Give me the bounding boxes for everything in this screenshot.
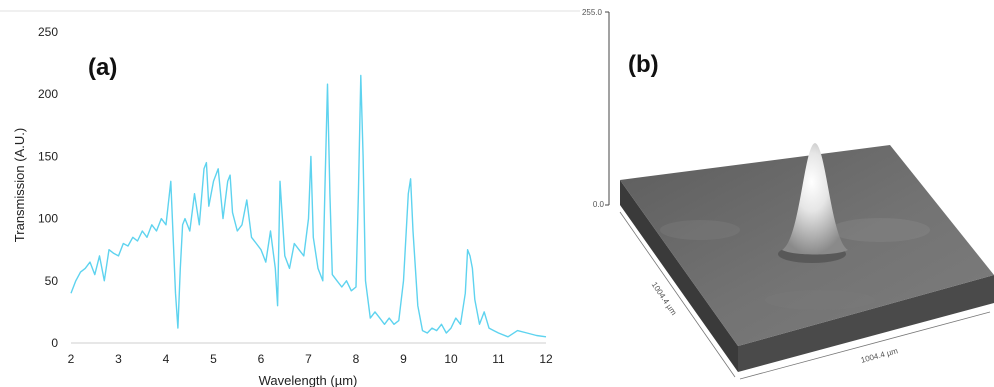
x-tick-label: 3 xyxy=(115,352,122,366)
z-tick-max: 255.0 xyxy=(582,8,603,17)
y-axis-title: Transmission (A.U.) xyxy=(12,128,27,242)
y-extent-line xyxy=(619,211,736,378)
transmission-series-line xyxy=(70,74,547,338)
y-tick-label: 100 xyxy=(38,212,58,226)
x-tick-label: 9 xyxy=(400,352,407,366)
y-tick-label: 150 xyxy=(38,149,58,163)
x-tick-label: 8 xyxy=(353,352,360,366)
y-tick-label: 200 xyxy=(38,87,58,101)
surface-texture xyxy=(765,290,875,310)
y-tick-label: 0 xyxy=(51,336,58,350)
y-tick-label: 250 xyxy=(38,25,58,39)
x-tick-labels: 2 3 4 5 6 7 8 9 10 11 12 xyxy=(68,352,553,366)
y-tick-labels: 0 50 100 150 200 250 xyxy=(38,25,58,350)
z-tick-min: 0.0 xyxy=(593,200,605,209)
panel-label-a: (a) xyxy=(88,54,117,81)
chart-b-surface-plot: 255.0 0.0 1004.4 µm 1004.4 µm (b) xyxy=(582,8,994,380)
x-axis-title: Wavelength (µm) xyxy=(259,373,358,387)
surface-left-side xyxy=(620,180,738,372)
y-tick-label: 50 xyxy=(45,274,59,288)
surface-front-side xyxy=(738,275,994,372)
surface-texture xyxy=(830,218,930,242)
y-extent-label: 1004.4 µm xyxy=(650,280,679,317)
x-extent-line xyxy=(739,311,991,380)
x-tick-label: 11 xyxy=(492,352,505,366)
x-tick-label: 6 xyxy=(258,352,265,366)
surface-texture xyxy=(660,220,740,240)
chart-a-transmission: 2 3 4 5 6 7 8 9 10 11 12 0 50 100 150 200 250 Wavelengt… xyxy=(12,25,553,387)
x-tick-label: 12 xyxy=(539,352,553,366)
x-extent-label: 1004.4 µm xyxy=(860,346,899,365)
x-tick-label: 5 xyxy=(210,352,217,366)
x-tick-label: 7 xyxy=(305,352,312,366)
x-tick-label: 2 xyxy=(68,352,75,366)
x-tick-label: 4 xyxy=(163,352,170,366)
surface-peak xyxy=(782,143,848,255)
panel-label-b: (b) xyxy=(628,51,659,78)
x-tick-label: 10 xyxy=(444,352,458,366)
